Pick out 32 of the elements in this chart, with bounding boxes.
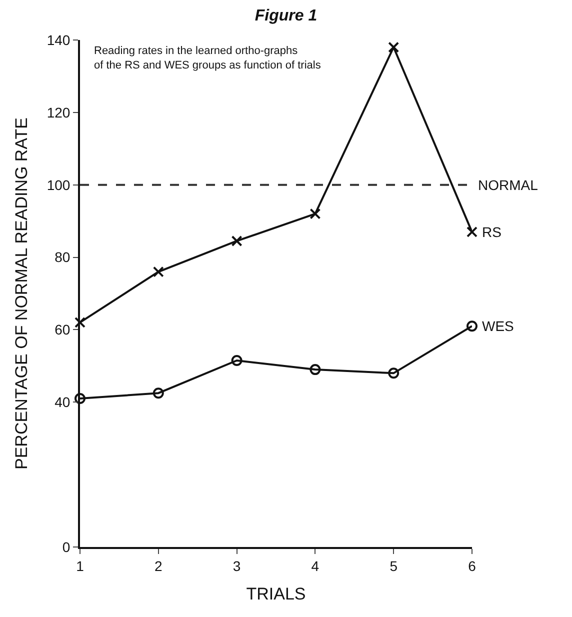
- x-tick-label: 1: [76, 558, 84, 574]
- y-tick-label: 100: [46, 176, 70, 193]
- point: [466, 320, 478, 332]
- x-axis-title: TRIALS: [246, 584, 306, 604]
- series-label: WES: [482, 318, 514, 334]
- point: [388, 42, 400, 53]
- point: [74, 316, 86, 328]
- point: [152, 266, 164, 278]
- point: [466, 226, 478, 238]
- y-tick-label: 0: [62, 538, 70, 555]
- point: [310, 208, 321, 220]
- point: [231, 355, 242, 366]
- chart-title: Figure 1: [254, 7, 318, 24]
- y-axis-title: PERCENTAGE OF NORMAL READING RATE: [12, 117, 31, 470]
- x-tick-label: 3: [232, 558, 241, 574]
- y-tick-label: 40: [54, 394, 70, 410]
- point: [388, 368, 400, 379]
- point: [74, 393, 86, 404]
- point: [152, 388, 164, 399]
- text: Reading rates in the learned ortho-graphs of the RS and WES groups as function of trials: [94, 45, 322, 72]
- series-label: RS: [482, 224, 502, 240]
- point: [310, 364, 321, 376]
- y-tick-label: 120: [46, 104, 70, 120]
- point: [231, 235, 242, 246]
- x-tick-label: 4: [311, 558, 320, 574]
- x-tick-label: 2: [154, 558, 162, 574]
- y-tick-label: 60: [54, 322, 70, 338]
- y-tick-label: 140: [46, 32, 70, 48]
- x-tick-label: 5: [390, 558, 398, 574]
- ref-line-label: NORMAL: [478, 177, 538, 193]
- x-tick-label: 6: [468, 558, 476, 574]
- y-tick-label: 80: [54, 249, 70, 266]
